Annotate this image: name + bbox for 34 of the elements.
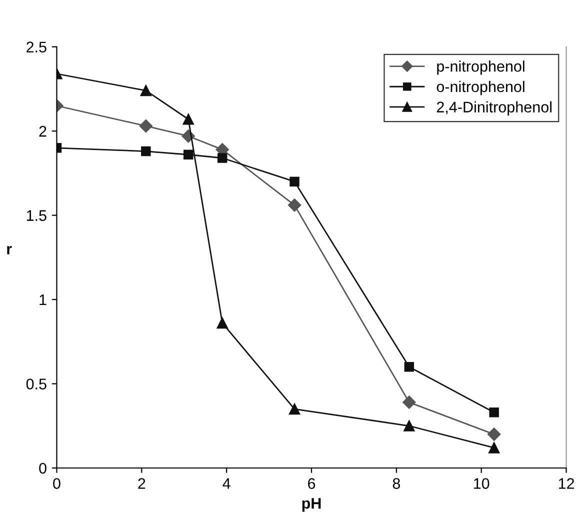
legend-label: p-nitrophenol: [437, 60, 524, 75]
point: [217, 153, 228, 163]
point: [404, 362, 414, 372]
point: [288, 403, 300, 415]
x-tick-label: 6: [308, 478, 316, 489]
point: [488, 442, 500, 454]
x-tick-label: 0: [53, 478, 60, 489]
point: [288, 198, 302, 212]
y-tick-label: 1: [40, 294, 46, 306]
y-tick-label: 0: [39, 462, 46, 474]
point: [139, 119, 152, 133]
x-tick-label: 12: [558, 478, 574, 489]
y-tick-label: 0.5: [26, 378, 46, 390]
x-tick-label: 4: [222, 478, 230, 489]
x-axis-title: pH: [302, 498, 321, 512]
y-tick-label: 2.5: [26, 42, 46, 52]
point: [140, 85, 152, 96]
point: [216, 318, 228, 329]
legend-label: o-nitrophenol: [436, 80, 524, 96]
point: [402, 396, 416, 409]
point: [290, 176, 300, 186]
y-tick-label: 1.5: [26, 210, 46, 221]
legend-label: 2,4-Dinitrophenol: [436, 101, 552, 116]
point: [404, 420, 415, 432]
point: [487, 428, 501, 441]
point: [184, 150, 194, 160]
x-tick-label: 8: [392, 478, 400, 489]
point: [182, 114, 194, 125]
x-tick-label: 2: [138, 478, 146, 489]
x-tick-label: 10: [474, 478, 490, 489]
point: [489, 408, 499, 418]
y-axis-title: r: [7, 246, 12, 254]
y-tick-label: 2: [39, 126, 46, 137]
point: [141, 146, 151, 156]
